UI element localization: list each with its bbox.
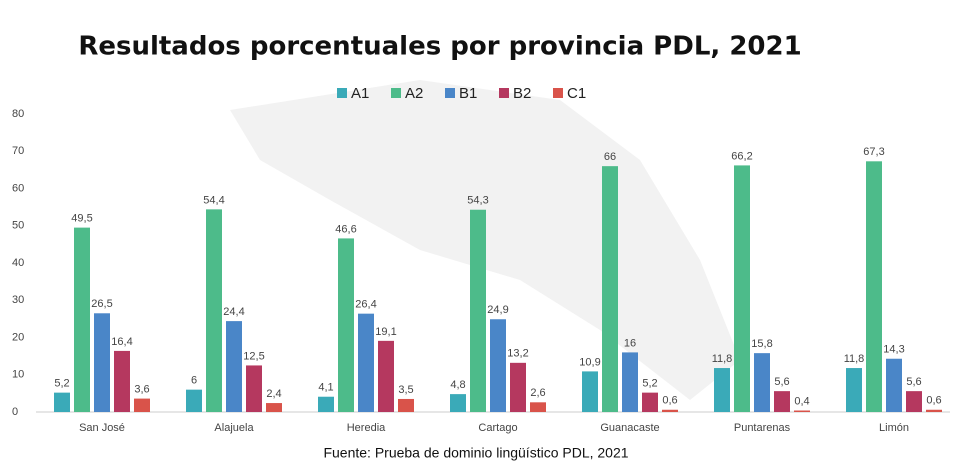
- data-label: 26,4: [355, 299, 376, 311]
- data-label: 5,6: [906, 376, 921, 388]
- x-tick-label: Guanacaste: [600, 422, 659, 434]
- data-label: 6: [191, 375, 197, 387]
- bar: [662, 409, 678, 412]
- x-tick-label: San José: [79, 422, 125, 434]
- bar: [318, 396, 334, 412]
- legend-label: C1: [567, 85, 586, 102]
- bar: [734, 165, 750, 412]
- data-label: 54,4: [203, 194, 224, 206]
- bar: [866, 161, 882, 412]
- bar: [582, 371, 598, 412]
- bar: [54, 392, 70, 412]
- legend-swatch: [553, 88, 563, 98]
- data-label: 2,4: [266, 388, 281, 400]
- bar: [642, 392, 658, 412]
- chart-title: Resultados porcentuales por provincia PD…: [78, 32, 801, 62]
- data-label: 11,8: [844, 353, 865, 365]
- legend-swatch: [445, 88, 455, 98]
- x-tick-label: Heredia: [347, 422, 386, 434]
- x-tick-label: Limón: [879, 422, 909, 434]
- bar: [186, 389, 202, 412]
- data-label: 5,2: [54, 378, 69, 390]
- data-label: 16: [624, 337, 636, 349]
- data-label: 13,2: [507, 348, 528, 360]
- legend-label: A2: [405, 85, 423, 102]
- legend-label: A1: [351, 85, 369, 102]
- legend-label: B2: [513, 85, 531, 102]
- data-label: 5,2: [642, 378, 657, 390]
- y-tick-label: 50: [12, 220, 24, 232]
- bar: [490, 319, 506, 412]
- data-label: 5,6: [774, 376, 789, 388]
- bar: [794, 410, 810, 412]
- data-label: 2,6: [530, 387, 545, 399]
- bar: [754, 353, 770, 412]
- data-label: 4,8: [450, 379, 465, 391]
- bar: [134, 398, 150, 412]
- data-label: 24,4: [223, 306, 244, 318]
- x-tick-label: Cartago: [478, 422, 517, 434]
- data-label: 0,4: [794, 395, 809, 407]
- data-label: 66: [604, 151, 616, 163]
- data-label: 11,8: [712, 353, 733, 365]
- y-tick-label: 20: [12, 331, 24, 343]
- bar: [510, 362, 526, 412]
- data-label: 0,6: [926, 395, 941, 407]
- data-label: 0,6: [662, 395, 677, 407]
- legend-swatch: [499, 88, 509, 98]
- bar: [714, 368, 730, 412]
- bar: [114, 350, 130, 412]
- data-label: 15,8: [751, 338, 772, 350]
- data-label: 54,3: [467, 195, 488, 207]
- data-label: 3,5: [398, 384, 413, 396]
- y-tick-label: 0: [12, 406, 18, 418]
- bar: [846, 368, 862, 412]
- caption: Fuente: Prueba de dominio lingüístico PD…: [323, 445, 628, 461]
- data-label: 16,4: [111, 336, 132, 348]
- data-label: 46,6: [335, 223, 356, 235]
- bar: [906, 391, 922, 412]
- bar: [206, 209, 222, 412]
- legend-swatch: [391, 88, 401, 98]
- y-tick-label: 30: [12, 294, 24, 306]
- bar: [378, 340, 394, 412]
- bar: [774, 391, 790, 412]
- legend-label: B1: [459, 85, 477, 102]
- bar: [226, 321, 242, 412]
- data-label: 10,9: [579, 356, 600, 368]
- bar: [338, 238, 354, 412]
- bar: [470, 209, 486, 412]
- bar: [622, 352, 638, 412]
- legend-swatch: [337, 88, 347, 98]
- bar: [74, 227, 90, 412]
- data-label: 3,6: [134, 383, 149, 395]
- data-label: 19,1: [375, 326, 396, 338]
- bar: [530, 402, 546, 412]
- y-tick-label: 80: [12, 108, 24, 120]
- data-label: 24,9: [487, 304, 508, 316]
- data-label: 49,5: [71, 213, 92, 225]
- data-label: 14,3: [883, 344, 904, 356]
- bar: [602, 166, 618, 412]
- bar: [398, 398, 414, 412]
- bar: [266, 403, 282, 412]
- y-tick-label: 40: [12, 257, 24, 269]
- data-label: 67,3: [863, 146, 884, 158]
- data-label: 12,5: [243, 350, 264, 362]
- x-tick-label: Alajuela: [214, 422, 254, 434]
- bar: [926, 409, 942, 412]
- bar: [886, 358, 902, 412]
- y-tick-label: 10: [12, 369, 24, 381]
- bar: [246, 365, 262, 412]
- data-label: 66,2: [731, 150, 752, 162]
- bar: [94, 313, 110, 412]
- x-tick-label: Puntarenas: [734, 422, 791, 434]
- bar: [450, 394, 466, 412]
- y-tick-label: 60: [12, 182, 24, 194]
- data-label: 4,1: [318, 382, 333, 394]
- y-tick-label: 70: [12, 145, 24, 157]
- data-label: 26,5: [91, 298, 112, 310]
- bar: [358, 313, 374, 412]
